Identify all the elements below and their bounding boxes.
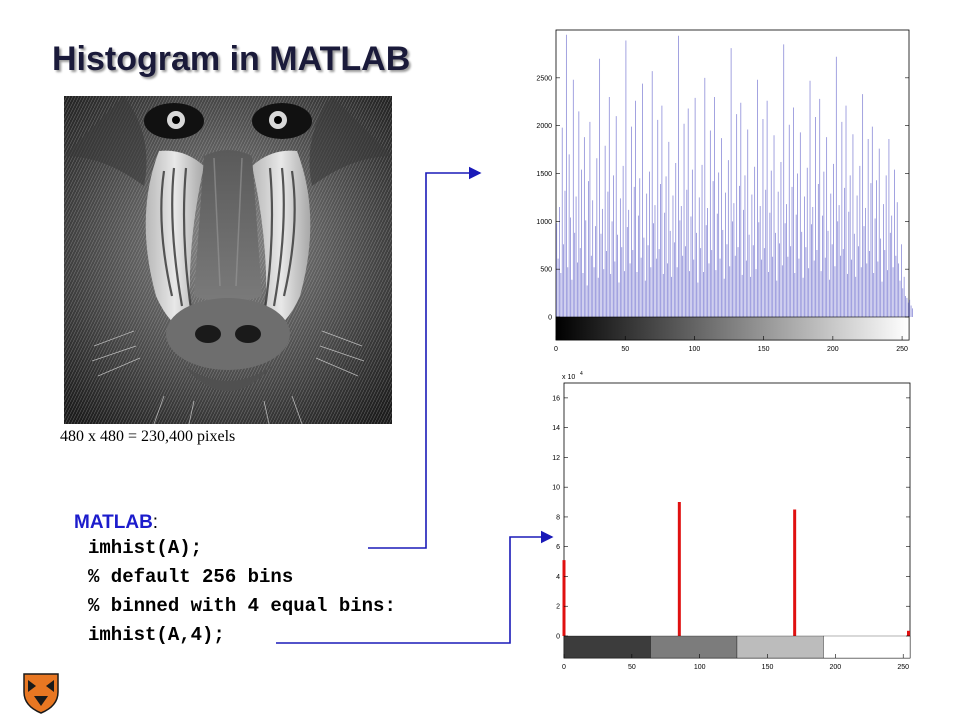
code-line-imhist-4: imhist(A,4); (88, 624, 225, 646)
x-tick-label-1: 50 (621, 346, 629, 353)
code-heading-label: MATLAB (74, 512, 153, 533)
y-tick-label-4: 8 (556, 514, 560, 521)
intensity-step-3 (823, 635, 911, 659)
y-tick-label-7: 14 (552, 425, 560, 432)
y-tick-label-1: 500 (540, 267, 552, 274)
x-tick-label-3: 150 (758, 346, 770, 353)
y-tick-label-4: 2000 (536, 123, 552, 130)
x-tick-label-2: 100 (694, 664, 706, 671)
slide-title: Histogram in MATLAB (52, 40, 411, 78)
x-tick-label-0: 0 (554, 346, 558, 353)
y-tick-label-1: 2 (556, 604, 560, 611)
x-tick-label-1: 50 (628, 664, 636, 671)
x-tick-label-4: 200 (830, 664, 842, 671)
y-tick-label-3: 1500 (536, 171, 552, 178)
y-tick-label-0: 0 (556, 634, 560, 641)
princeton-shield-logo (23, 673, 59, 714)
x-tick-label-4: 200 (827, 346, 839, 353)
x-tick-label-2: 100 (689, 346, 701, 353)
intensity-step-0 (563, 635, 651, 659)
y-tick-label-6: 12 (552, 455, 560, 462)
x-tick-label-5: 250 (897, 664, 909, 671)
y-tick-label-2: 1000 (536, 219, 552, 226)
y-tick-label-5: 2500 (536, 75, 552, 82)
code-line-comment-default: % default 256 bins (88, 566, 294, 588)
image-size-caption: 480 x 480 = 230,400 pixels (60, 428, 236, 445)
code-line-comment-binned: % binned with 4 equal bins: (88, 595, 396, 617)
y-tick-label-5: 10 (552, 485, 560, 492)
y-exponent-power: 4 (580, 371, 583, 377)
arrow-to-histogram-256 (368, 166, 482, 549)
x-tick-label-0: 0 (562, 664, 566, 671)
code-line-imhist: imhist(A); (88, 537, 203, 559)
intensity-gradient-bar (555, 316, 910, 341)
intensity-step-1 (650, 635, 738, 659)
y-tick-label-3: 6 (556, 544, 560, 551)
arrow-to-histogram-4 (276, 530, 554, 644)
code-heading-colon: : (152, 512, 159, 533)
histogram-4-bins: 0 50 100 150 200 250 0 2 4 6 8 10 12 14 16 x 10 4 (552, 371, 911, 671)
y-exponent-label: x 10 (562, 374, 575, 381)
matlab-code-block: MATLAB: imhist(A); % default 256 bins % … (74, 512, 396, 650)
x-tick-label-5: 250 (896, 346, 908, 353)
intensity-step-2 (736, 635, 824, 659)
y-tick-label-2: 4 (556, 574, 560, 581)
y-tick-label-0: 0 (548, 315, 552, 322)
baboon-photo (64, 96, 392, 424)
code-heading: MATLAB: (74, 512, 396, 534)
x-tick-label-3: 150 (762, 664, 774, 671)
plot-frame (563, 382, 911, 659)
y-tick-label-8: 16 (552, 395, 560, 402)
